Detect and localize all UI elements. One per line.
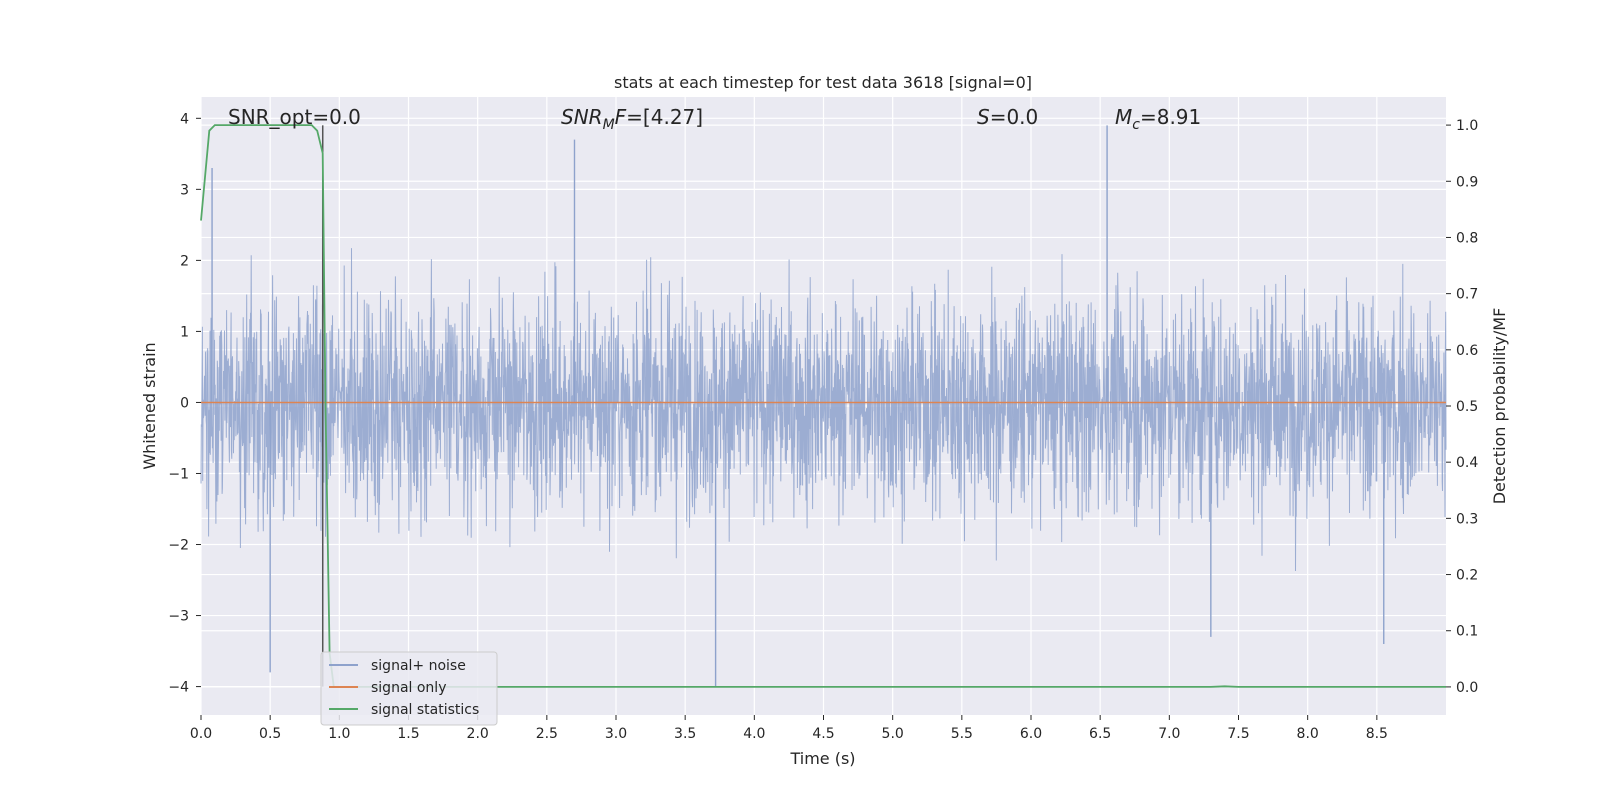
mc-rest: =8.91: [1140, 105, 1201, 129]
x-tick-label-14: 7.0: [1158, 726, 1180, 742]
x-tick-label-13: 6.5: [1089, 726, 1111, 742]
y-left-tick-label-7: −3: [168, 609, 189, 625]
legend: signal+ noise signal only signal statist…: [320, 651, 498, 726]
mc-sub: c: [1132, 117, 1140, 133]
y-right-tick-label-9: 0.1: [1456, 624, 1478, 640]
y-left-tick-label-0: 4: [180, 111, 189, 127]
x-tick-label-5: 2.5: [536, 726, 558, 742]
x-tick-label-0: 0.0: [190, 726, 212, 742]
y-left-tick-label-4: 0: [180, 395, 189, 411]
x-tick-label-12: 6.0: [1020, 726, 1042, 742]
snr-mf-rest-f: F: [615, 105, 627, 129]
x-tick-label-10: 5.0: [882, 726, 904, 742]
y-right-tick-label-4: 0.6: [1456, 343, 1478, 359]
y-left-tick-label-1: 3: [180, 182, 189, 198]
x-tick-label-15: 7.5: [1227, 726, 1249, 742]
y-right-tick-label-7: 0.3: [1456, 511, 1478, 527]
signal-noise-trace: [200, 248, 1447, 572]
x-tick-label-16: 8.0: [1297, 726, 1319, 742]
chart-title: stats at each timestep for test data 361…: [614, 73, 1032, 92]
snr-mf-main: SNR: [561, 105, 603, 129]
mc-annotation: Mc=8.91: [1115, 105, 1201, 133]
x-tick-label-1: 0.5: [259, 726, 281, 742]
y-right-tick-label-8: 0.2: [1456, 568, 1478, 584]
x-tick-label-4: 2.0: [467, 726, 489, 742]
x-tick-label-2: 1.0: [328, 726, 350, 742]
mc-main: M: [1115, 105, 1132, 129]
y-right-tick-label-6: 0.4: [1456, 455, 1478, 471]
x-axis-ticks: 0.0 0.5 1.0 1.5 2.0 2.5 3.0 3.5 4.0 4.5 5.0 5.5 6.0 6…: [190, 715, 1388, 742]
legend-label-noise: signal+ noise: [371, 658, 466, 674]
x-tick-label-17: 8.5: [1366, 726, 1388, 742]
y-right-tick-label-10: 0.0: [1456, 680, 1478, 696]
y-left-tick-label-5: −1: [168, 466, 189, 482]
y-right-tick-label-1: 0.9: [1456, 174, 1478, 190]
x-tick-label-7: 3.5: [674, 726, 696, 742]
s-annotation: S=0.0: [977, 105, 1038, 129]
s-rest: =0.0: [990, 105, 1039, 129]
y-right-tick-label-3: 0.7: [1456, 287, 1478, 303]
y-axis-right-ticks: 1.0 0.9 0.8 0.7 0.6 0.5 0.4 0.3 0.2 0.1 0.0: [1446, 118, 1478, 696]
snr-mf-rest: =[4.27]: [626, 105, 703, 129]
y-axis-right-label: Detection probability/MF: [1490, 308, 1509, 505]
x-tick-label-9: 4.5: [812, 726, 834, 742]
y-axis-left-label: Whitened strain: [140, 342, 159, 469]
legend-label-statistics: signal statistics: [371, 702, 479, 718]
y-right-tick-label-2: 0.8: [1456, 230, 1478, 246]
y-right-tick-label-0: 1.0: [1456, 118, 1478, 134]
y-left-tick-label-8: −4: [168, 680, 189, 696]
y-left-tick-label-6: −2: [168, 538, 189, 554]
y-axis-left-ticks: 4 3 2 1 0 −1 −2 −3 −4: [168, 111, 201, 696]
y-right-tick-label-5: 0.5: [1456, 399, 1478, 415]
s-italic: S: [977, 105, 990, 129]
snr-mf-annotation: SNRMF=[4.27]: [561, 105, 703, 133]
x-tick-label-8: 4.0: [743, 726, 765, 742]
x-tick-label-6: 3.0: [605, 726, 627, 742]
snr-mf-sub: M: [603, 117, 615, 133]
snr-opt-annotation: SNR_opt=0.0: [228, 105, 361, 129]
x-tick-label-11: 5.5: [951, 726, 973, 742]
x-tick-label-3: 1.5: [397, 726, 419, 742]
y-left-tick-label-3: 1: [180, 324, 189, 340]
legend-label-signal-only: signal only: [371, 680, 446, 696]
x-axis-label: Time (s): [789, 749, 855, 768]
legend-box: [320, 651, 498, 726]
y-left-tick-label-2: 2: [180, 253, 189, 269]
